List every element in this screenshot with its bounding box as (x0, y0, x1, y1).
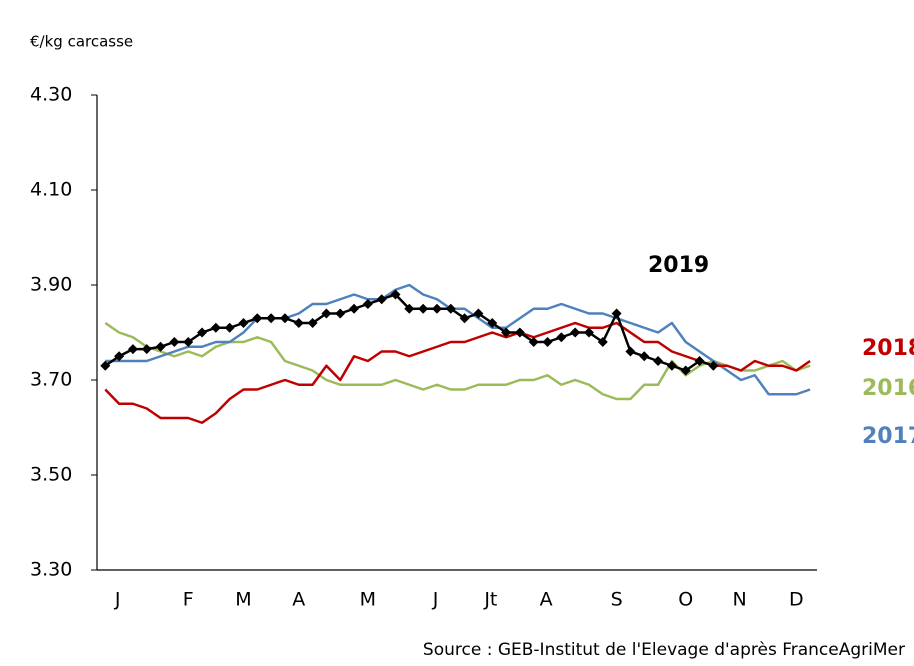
marker (404, 303, 415, 314)
marker (514, 327, 525, 338)
marker (169, 337, 180, 347)
marker (680, 365, 691, 376)
x-tick-label: D (789, 589, 804, 611)
marker (100, 360, 111, 371)
y-axis-label: €/kg carcasse (30, 33, 133, 51)
marker (431, 303, 442, 314)
x-tick-label: F (183, 589, 194, 611)
x-tick-label: N (733, 589, 747, 611)
x-tick-label: A (540, 589, 553, 611)
marker (639, 351, 650, 362)
series-label: 2019 (648, 253, 709, 278)
series-label: 2017 (862, 424, 914, 449)
marker (542, 337, 553, 347)
marker (653, 356, 664, 366)
marker (155, 341, 166, 352)
y-tick-label: 3.70 (30, 369, 72, 391)
marker (183, 337, 194, 347)
marker (556, 332, 567, 343)
marker (238, 318, 249, 328)
source: Source : GEB-Institut de l'Elevage d'apr… (423, 640, 905, 660)
marker (349, 303, 360, 314)
marker (335, 308, 346, 319)
y-tick-label: 4.30 (30, 84, 72, 106)
marker (141, 344, 152, 355)
marker (583, 327, 594, 338)
marker (266, 313, 277, 324)
marker (694, 356, 705, 366)
x-tick-label: M (235, 589, 251, 611)
marker (197, 327, 208, 338)
marker (293, 318, 304, 328)
series-label: 2018 (862, 336, 914, 361)
marker (445, 303, 456, 314)
marker (459, 313, 470, 324)
marker (708, 360, 719, 371)
marker (376, 294, 387, 305)
marker (362, 299, 373, 309)
y-tick-label: 4.10 (30, 179, 72, 201)
y-tick-label: 3.50 (30, 464, 72, 486)
marker (611, 308, 622, 319)
marker (501, 327, 512, 338)
marker (473, 308, 484, 319)
series-label: 2016 (862, 376, 914, 401)
marker (307, 318, 318, 328)
x-tick-label: S (611, 589, 623, 611)
marker (487, 318, 498, 328)
x-tick-label: O (678, 589, 693, 611)
marker (114, 351, 125, 362)
marker (666, 360, 677, 371)
marker (625, 346, 636, 357)
marker (570, 327, 581, 338)
marker (127, 344, 138, 355)
x-tick-label: J (114, 589, 121, 611)
marker (224, 322, 235, 333)
marker (252, 313, 263, 324)
marker (418, 303, 429, 314)
x-tick-label: J (432, 589, 439, 611)
y-tick-label: 3.90 (30, 274, 72, 296)
y-tick-label: 3.30 (30, 559, 72, 581)
x-tick-label: Jt (483, 589, 497, 611)
series-line (104, 321, 811, 424)
marker (210, 322, 221, 333)
marker (528, 337, 539, 347)
x-tick-label: M (360, 589, 376, 611)
series-line (104, 321, 811, 401)
marker (321, 308, 332, 319)
marker (597, 337, 608, 347)
x-tick-label: A (292, 589, 305, 611)
marker (279, 313, 290, 324)
marker (390, 289, 401, 300)
series-line (105, 283, 811, 396)
